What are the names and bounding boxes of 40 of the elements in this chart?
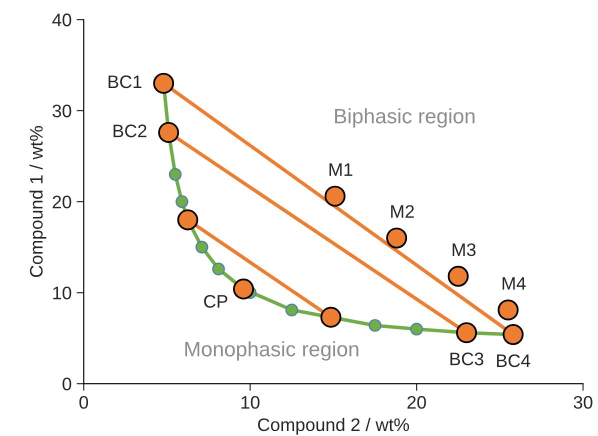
point	[368, 319, 382, 332]
annotation: BC4	[497, 354, 530, 368]
annotation: M1	[330, 163, 352, 176]
point	[498, 299, 519, 320]
annotation: BC3	[450, 352, 484, 366]
annotation: M2	[391, 205, 414, 218]
point	[233, 278, 254, 300]
point	[456, 322, 478, 344]
point	[386, 228, 408, 249]
point	[448, 266, 469, 287]
y-tick-label: 10	[53, 286, 72, 300]
point	[502, 324, 524, 346]
annotation: M4	[502, 277, 526, 290]
annotation: M3	[452, 243, 476, 256]
x-tick-label: 10	[242, 396, 260, 409]
x-tick-label: 20	[407, 396, 426, 409]
y-tick-label: 0	[62, 378, 72, 390]
point	[324, 186, 346, 207]
y-tick-label: 40	[52, 14, 72, 26]
point	[153, 72, 174, 94]
annotation: CP	[204, 294, 228, 308]
y-axis-title: Compound 1 / wt%	[29, 126, 46, 277]
x-axis-title: Compound 2 / wt%	[258, 418, 410, 435]
annotation: Biphasic region	[335, 108, 474, 128]
x-tick-label: 30	[574, 396, 592, 409]
x-tick-label: 0	[79, 396, 88, 409]
point	[196, 240, 208, 254]
point	[158, 122, 180, 143]
annotation: Monophasic region	[185, 341, 358, 361]
point	[285, 304, 298, 316]
point	[212, 262, 225, 276]
point	[320, 306, 342, 328]
point	[168, 168, 182, 181]
point	[410, 322, 423, 336]
annotation: BC2	[114, 124, 146, 138]
y-tick-label: 20	[52, 196, 72, 208]
point	[176, 195, 188, 208]
y-tick-label: 30	[52, 104, 72, 118]
annotation: BC1	[108, 75, 142, 88]
point	[177, 209, 198, 230]
